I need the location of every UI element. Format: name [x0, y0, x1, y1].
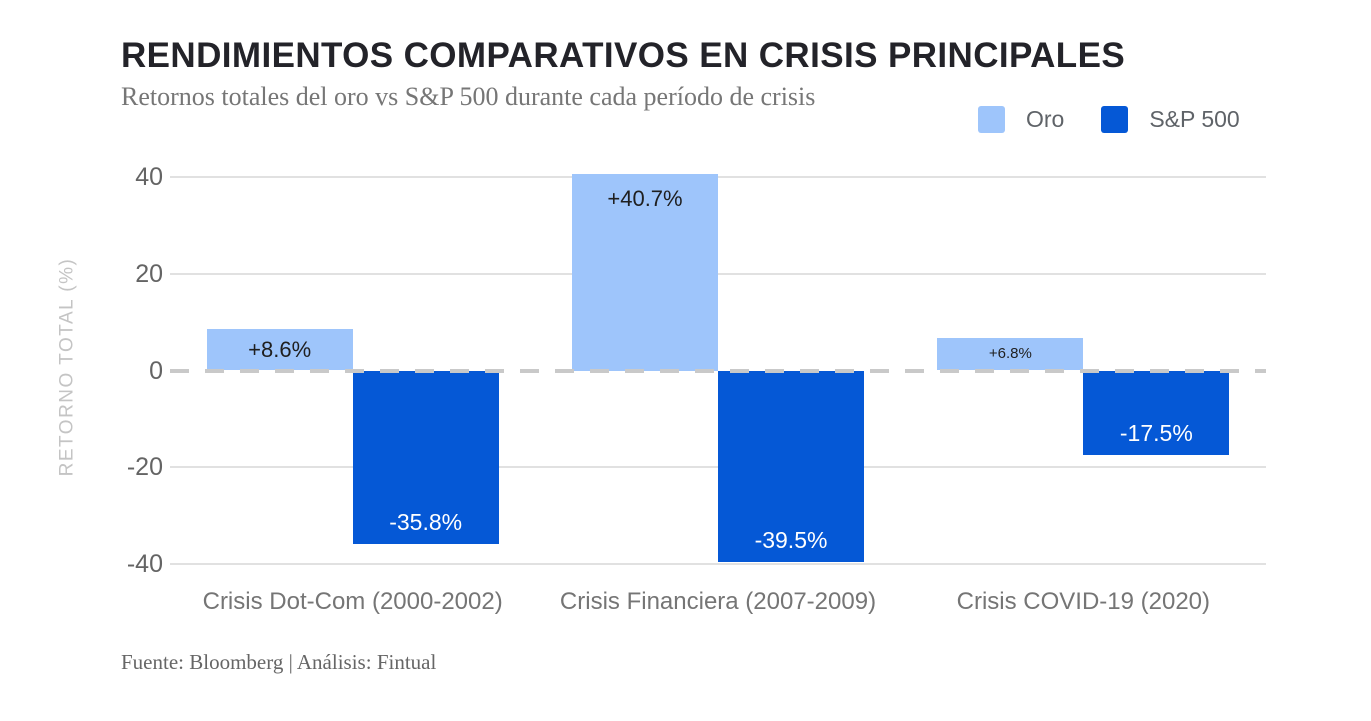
bar-value-label: +6.8% — [988, 345, 1032, 363]
chart-title: RENDIMIENTOS COMPARATIVOS EN CRISIS PRIN… — [121, 36, 1126, 75]
y-tick-label: 40 — [135, 163, 163, 191]
legend-swatch-oro — [978, 106, 1005, 133]
legend-label-sp500: S&P 500 — [1149, 106, 1240, 132]
bar-value-label: -35.8% — [389, 508, 463, 535]
plot-area: +8.6% +40.7% +6.8% -35.8% -39.5% -17.5% — [170, 173, 1266, 565]
x-category-label: Crisis Dot-Com (2000-2002) — [202, 588, 503, 615]
bar-value-label: +40.7% — [607, 185, 683, 211]
bar-oro-1: +40.7% — [572, 173, 718, 371]
legend-item-oro: Oro — [978, 106, 1064, 133]
x-category-label: Crisis Financiera (2007-2009) — [559, 588, 877, 615]
legend-item-sp500: S&P 500 — [1101, 106, 1240, 133]
gridline — [170, 563, 1266, 565]
x-category-label: Crisis COVID-19 (2020) — [956, 588, 1211, 615]
bar-sp500-2: -17.5% — [1083, 370, 1230, 456]
bar-value-label: -17.5% — [1119, 420, 1193, 447]
bar-oro-0: +8.6% — [206, 328, 353, 371]
gridline — [170, 272, 1266, 275]
bar-value-label: +8.6% — [248, 336, 312, 362]
legend: Oro S&P 500 — [978, 106, 1240, 133]
bar-sp500-1: -39.5% — [718, 370, 864, 562]
bar-sp500-0: -35.8% — [352, 370, 499, 544]
gridline — [170, 176, 1266, 178]
y-tick-label: 0 — [149, 356, 163, 385]
bar-oro-2: +6.8% — [937, 337, 1084, 371]
y-tick-label: -20 — [126, 453, 163, 482]
legend-label-oro: Oro — [1026, 106, 1065, 132]
y-tick-label: -40 — [126, 550, 163, 578]
bar-value-label: -39.5% — [754, 526, 828, 553]
zero-dashed-line — [170, 368, 1266, 373]
y-tick-label: 20 — [135, 259, 163, 288]
chart-subtitle: Retornos totales del oro vs S&P 500 dura… — [121, 82, 816, 111]
source-note: Fuente: Bloomberg | Análisis: Fintual — [121, 650, 437, 674]
legend-swatch-sp500 — [1101, 106, 1129, 133]
